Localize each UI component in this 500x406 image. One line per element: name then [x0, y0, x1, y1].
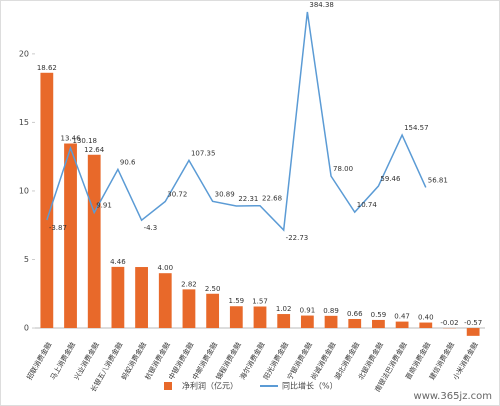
- line-value-label: 59.46: [380, 175, 401, 183]
- bar-value-label: 0.66: [347, 310, 363, 318]
- bar-value-label: -0.57: [464, 319, 482, 327]
- y-tick-label: 15: [19, 118, 29, 127]
- bar-value-label: 12.64: [84, 146, 105, 154]
- bar: [135, 267, 148, 329]
- bar: [324, 315, 338, 329]
- line-value-label: 56.81: [428, 176, 448, 184]
- bar: [182, 289, 196, 329]
- line-value-label: -4.3: [144, 224, 158, 232]
- bar: [372, 319, 385, 329]
- bar: [300, 315, 314, 329]
- bar-value-label: 2.50: [205, 285, 221, 293]
- bar: [40, 72, 54, 329]
- bar: [206, 293, 220, 329]
- bar-value-label: 1.59: [229, 297, 245, 305]
- bar: [253, 306, 267, 329]
- watermark: www.365jz.com: [414, 391, 492, 402]
- y-tick-label: 10: [19, 186, 29, 195]
- line-value-label: 22.31: [238, 195, 258, 203]
- bar: [419, 322, 433, 329]
- bar-value-label: 0.47: [394, 313, 410, 321]
- legend-swatch: [164, 382, 172, 390]
- legend-label: 净利润（亿元）: [182, 381, 238, 391]
- bar-value-label: 4.46: [110, 258, 126, 266]
- line-value-label: 130.18: [73, 137, 98, 145]
- legend-label: 同比增长（%）: [282, 381, 338, 391]
- bar-value-label: 4.00: [157, 264, 173, 272]
- bar-value-label: 0.40: [418, 314, 434, 322]
- line-value-label: 107.35: [191, 149, 216, 157]
- line-value-label: 22.68: [262, 195, 282, 203]
- bar-value-label: 0.59: [371, 311, 387, 319]
- line-value-label: 30.89: [215, 190, 235, 198]
- bar-value-label: 13.46: [61, 135, 82, 143]
- bar: [395, 321, 409, 329]
- bar-value-label: 0.91: [300, 307, 316, 315]
- bar-value-label: 0.89: [323, 307, 339, 315]
- bar-value-label: 2.82: [181, 280, 197, 288]
- bar-value-label: 1.57: [252, 298, 268, 306]
- bar: [348, 318, 362, 329]
- line: [46, 11, 427, 232]
- bar: [466, 328, 480, 336]
- line-value-label: 10.74: [357, 201, 378, 209]
- bar: [111, 266, 125, 329]
- bar: [277, 314, 291, 329]
- bar-value-label: 1.02: [276, 305, 292, 313]
- line-value-label: 154.57: [404, 124, 429, 132]
- line-value-label: -22.73: [286, 234, 309, 242]
- bar-value-label: 18.62: [37, 64, 57, 72]
- line-value-label: 384.38: [309, 1, 334, 9]
- y-tick-label: 20: [19, 49, 29, 58]
- line-value-label: 90.6: [120, 158, 136, 166]
- bar: [158, 273, 172, 329]
- bar: [229, 306, 243, 329]
- bar: [87, 154, 101, 329]
- line-value-label: 9.91: [96, 202, 112, 210]
- bar: [64, 143, 77, 329]
- bar-value-label: -0.02: [440, 319, 458, 327]
- y-tick-label: 0: [24, 324, 29, 333]
- y-tick-label: 5: [24, 255, 29, 264]
- line-value-label: 30.72: [167, 190, 187, 198]
- line-value-label: -3.87: [49, 224, 67, 232]
- line-value-label: 78.00: [333, 165, 353, 173]
